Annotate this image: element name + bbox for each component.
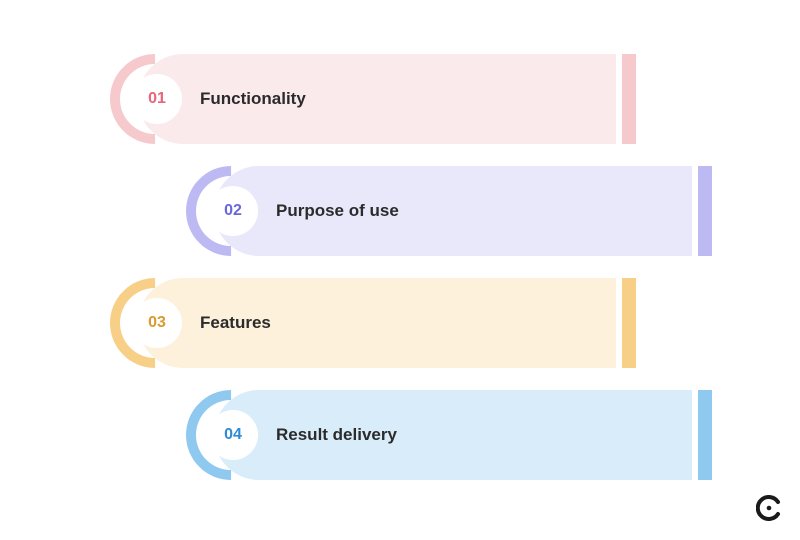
item-number-circle: 02	[208, 186, 258, 236]
item-number: 03	[148, 314, 166, 332]
item-number-circle: 04	[208, 410, 258, 460]
list-item: 02 Purpose of use	[186, 166, 712, 256]
item-number: 01	[148, 90, 166, 108]
item-label: Purpose of use	[276, 201, 399, 221]
item-endcap	[698, 390, 712, 480]
item-number-circle: 01	[132, 74, 182, 124]
item-number: 04	[224, 426, 242, 444]
infographic-canvas: 01 Functionality 02 Purpose of use 03 Fe…	[0, 0, 800, 540]
item-number: 02	[224, 202, 242, 220]
list-item: 03 Features	[110, 278, 636, 368]
item-endcap	[698, 166, 712, 256]
item-label: Result delivery	[276, 425, 397, 445]
item-label: Functionality	[200, 89, 306, 109]
item-number-circle: 03	[132, 298, 182, 348]
item-label: Features	[200, 313, 271, 333]
item-endcap	[622, 278, 636, 368]
list-item: 04 Result delivery	[186, 390, 712, 480]
list-item: 01 Functionality	[110, 54, 636, 144]
item-endcap	[622, 54, 636, 144]
brand-logo-icon	[756, 495, 782, 526]
